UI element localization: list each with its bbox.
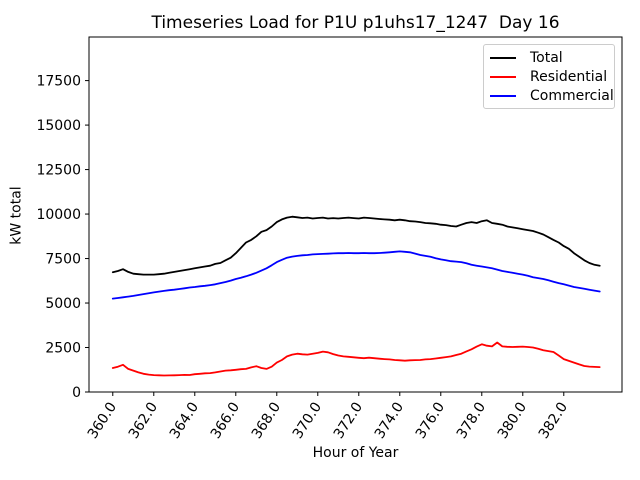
legend: Total Residential Commercial bbox=[483, 44, 615, 109]
series-line-total bbox=[111, 215, 601, 276]
x-tick-label: 362.0 bbox=[126, 399, 161, 441]
y-tick-label: 5000 bbox=[45, 296, 81, 312]
x-tick-label: 368.0 bbox=[249, 399, 284, 441]
legend-entry-commercial: Commercial bbox=[490, 89, 614, 103]
chart-title: Timeseries Load for P1U p1uhs17_1247 Day… bbox=[151, 13, 560, 33]
y-tick-label: 0 bbox=[72, 385, 81, 401]
legend-label-total: Total bbox=[530, 49, 563, 66]
x-tick-label: 366.0 bbox=[208, 399, 243, 441]
x-tick-label: 380.0 bbox=[495, 399, 530, 441]
x-tick-label: 382.0 bbox=[536, 399, 571, 441]
legend-entry-residential: Residential bbox=[490, 70, 608, 84]
y-tick-label: 2500 bbox=[45, 341, 81, 357]
legend-label-commercial: Commercial bbox=[530, 87, 614, 104]
legend-line-commercial-icon bbox=[490, 94, 516, 97]
y-tick-label: 15000 bbox=[36, 118, 81, 134]
series-line-commercial bbox=[111, 250, 601, 300]
y-axis-label: kW total bbox=[8, 186, 25, 245]
x-tick-label: 378.0 bbox=[454, 399, 489, 441]
x-tick-label: 360.0 bbox=[85, 399, 120, 441]
x-tick-label: 374.0 bbox=[372, 399, 407, 441]
x-axis-label: Hour of Year bbox=[312, 445, 399, 461]
x-tick-label: 364.0 bbox=[167, 399, 202, 441]
y-tick-label: 12500 bbox=[36, 163, 81, 179]
y-tick-label: 17500 bbox=[36, 74, 81, 90]
y-tick-label: 7500 bbox=[45, 252, 81, 268]
x-tick-label: 372.0 bbox=[331, 399, 366, 441]
y-tick-label: 10000 bbox=[36, 207, 81, 223]
legend-line-residential-icon bbox=[490, 75, 516, 78]
legend-label-residential: Residential bbox=[530, 68, 608, 85]
legend-line-total-icon bbox=[490, 56, 516, 59]
series-line-residential bbox=[111, 341, 601, 377]
legend-entry-total: Total bbox=[490, 51, 608, 65]
x-tick-label: 376.0 bbox=[413, 399, 448, 441]
x-tick-label: 370.0 bbox=[290, 399, 325, 441]
